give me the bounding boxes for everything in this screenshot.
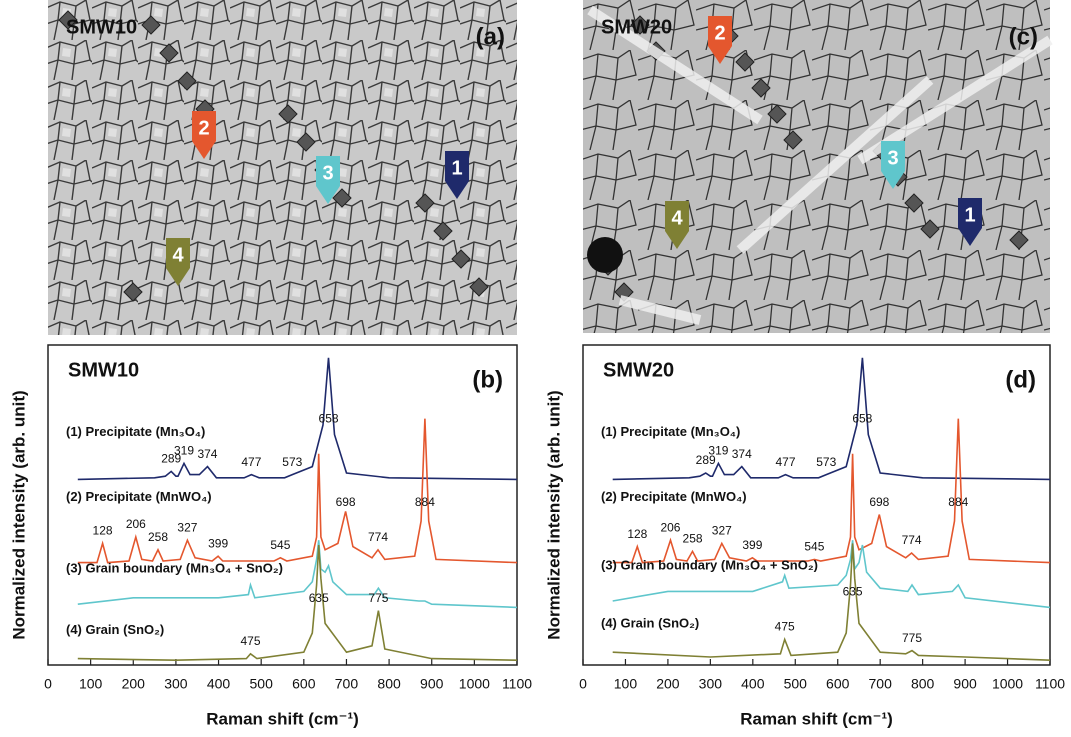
- x-tick-label: 900: [953, 676, 977, 692]
- peak-label: 658: [319, 412, 339, 426]
- peak-label: 327: [712, 524, 732, 538]
- x-tick-label: 0: [44, 676, 52, 692]
- x-tick-label: 700: [335, 676, 359, 692]
- marker-label: 1: [964, 204, 975, 226]
- x-tick-label: 300: [699, 676, 723, 692]
- chart-title: SMW10: [68, 359, 139, 381]
- peak-label: 477: [775, 455, 795, 469]
- peak-label: 884: [948, 495, 968, 509]
- series-label: (3) Grain boundary (Mn₃O₄ + SnO₂): [601, 557, 818, 572]
- plot-frame: [48, 345, 517, 665]
- marker-label: 1: [451, 157, 462, 179]
- x-tick-label: 500: [784, 676, 808, 692]
- sample-label: SMW20: [601, 16, 672, 38]
- y-axis-title: Normalized intensity (arb. unit): [544, 390, 563, 639]
- x-axis-title: Raman shift (cm⁻¹): [206, 709, 359, 728]
- x-tick-label: 800: [911, 676, 935, 692]
- x-tick-label: 600: [292, 676, 316, 692]
- peak-label: 319: [708, 444, 728, 458]
- series-label: (1) Precipitate (Mn₃O₄): [66, 424, 205, 439]
- peak-label: 774: [368, 530, 388, 544]
- peak-label: 775: [368, 591, 388, 605]
- marker-label: 2: [714, 22, 725, 44]
- peak-label: 658: [852, 412, 872, 426]
- peak-label: 698: [336, 495, 356, 509]
- sample-label: SMW10: [66, 16, 137, 38]
- x-tick-label: 1100: [502, 676, 532, 692]
- peak-label: 206: [126, 517, 146, 531]
- peak-label: 545: [270, 538, 290, 552]
- series-label: (2) Precipitate (MnWO₄): [66, 489, 212, 504]
- peak-label: 319: [174, 444, 194, 458]
- panel-label: (a): [476, 23, 505, 50]
- panel-label: (d): [1005, 366, 1036, 393]
- peak-label: 698: [869, 495, 889, 509]
- peak-label: 258: [148, 530, 168, 544]
- peak-label: 399: [208, 536, 228, 550]
- x-tick-label: 1100: [1035, 676, 1065, 692]
- peak-label: 775: [902, 631, 922, 645]
- x-tick-label: 100: [614, 676, 638, 692]
- peak-label: 374: [732, 447, 752, 461]
- chart-title: SMW20: [603, 359, 674, 381]
- x-tick-label: 800: [377, 676, 401, 692]
- panel-label: (b): [472, 366, 503, 393]
- peak-label: 774: [902, 533, 922, 547]
- series-label: (3) Grain boundary (Mn₃O₄ + SnO₂): [66, 561, 283, 576]
- series-label: (4) Grain (SnO₂): [601, 616, 699, 631]
- x-tick-label: 1000: [992, 676, 1023, 692]
- peak-label: 258: [683, 532, 703, 546]
- x-tick-label: 200: [122, 676, 146, 692]
- peak-label: 374: [197, 447, 217, 461]
- peak-label: 573: [816, 455, 836, 469]
- peak-label: 206: [660, 520, 680, 534]
- marker-label: 4: [671, 207, 683, 229]
- x-tick-label: 400: [207, 676, 231, 692]
- series-label: (2) Precipitate (MnWO₄): [601, 489, 747, 504]
- series-label: (4) Grain (SnO₂): [66, 622, 164, 637]
- series-label: (1) Precipitate (Mn₃O₄): [601, 424, 740, 439]
- x-tick-label: 1000: [459, 676, 490, 692]
- peak-label: 399: [742, 538, 762, 552]
- peak-label: 327: [177, 520, 197, 534]
- panel-label: (c): [1009, 23, 1038, 50]
- x-tick-label: 200: [656, 676, 680, 692]
- x-tick-label: 700: [869, 676, 893, 692]
- peak-label: 884: [415, 495, 435, 509]
- x-axis-title: Raman shift (cm⁻¹): [740, 709, 893, 728]
- x-tick-label: 600: [826, 676, 850, 692]
- marker-label: 3: [887, 147, 898, 169]
- x-tick-label: 900: [420, 676, 444, 692]
- x-tick-label: 0: [579, 676, 587, 692]
- peak-label: 477: [241, 455, 261, 469]
- peak-label: 128: [93, 524, 113, 538]
- peak-label: 573: [282, 455, 302, 469]
- x-tick-label: 400: [741, 676, 765, 692]
- x-tick-label: 300: [164, 676, 188, 692]
- peak-label: 635: [843, 584, 863, 598]
- peak-label: 635: [309, 591, 329, 605]
- peak-label: 475: [241, 634, 261, 648]
- peak-label: 128: [627, 527, 647, 541]
- pore: [587, 237, 623, 273]
- x-tick-label: 500: [250, 676, 274, 692]
- figure: SMW10 (a) 1 2 3 4 SMW20 (c) 1 2 3 4 0 100 200 300 400 500…: [0, 0, 1071, 732]
- marker-label: 2: [198, 117, 209, 139]
- marker-label: 3: [322, 162, 333, 184]
- x-tick-label: 100: [79, 676, 103, 692]
- peak-label: 545: [804, 540, 824, 554]
- marker-label: 4: [172, 244, 184, 266]
- peak-label: 475: [775, 620, 795, 634]
- y-axis-title: Normalized intensity (arb. unit): [9, 390, 28, 639]
